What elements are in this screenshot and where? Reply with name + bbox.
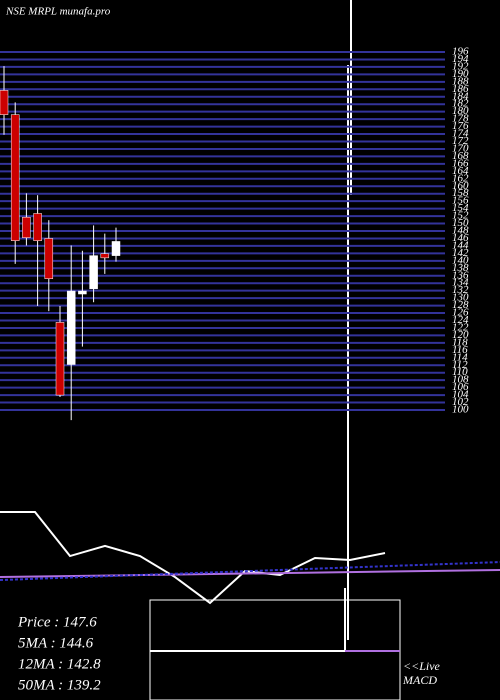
info-text: Price : 147.6 bbox=[17, 614, 97, 630]
chart-title: NSE MRPL munafa.pro bbox=[5, 6, 111, 18]
note-text: MACD bbox=[402, 673, 437, 687]
y-tick-label: 150 bbox=[452, 217, 469, 229]
y-tick-label: 164 bbox=[452, 165, 469, 177]
candle-body bbox=[22, 216, 31, 238]
y-tick-label: 122 bbox=[452, 321, 469, 333]
y-tick-label: 104 bbox=[452, 389, 469, 401]
info-text: 50MA : 139.2 bbox=[18, 677, 101, 693]
y-tick-label: 116 bbox=[452, 344, 468, 356]
candle-body bbox=[78, 290, 87, 295]
y-tick-label: 134 bbox=[452, 277, 469, 289]
y-tick-label: 188 bbox=[452, 75, 469, 87]
y-tick-label: 180 bbox=[452, 105, 469, 117]
candle-body bbox=[111, 241, 121, 256]
y-tick-label: 184 bbox=[452, 90, 469, 102]
y-tick-label: 152 bbox=[452, 210, 469, 222]
indicator-line bbox=[0, 568, 500, 579]
y-tick-label: 142 bbox=[452, 247, 469, 259]
y-tick-label: 112 bbox=[452, 359, 468, 371]
indicator-line bbox=[0, 561, 500, 582]
candle-body bbox=[44, 238, 54, 279]
y-tick-label: 160 bbox=[452, 180, 469, 192]
indicator-line bbox=[0, 511, 386, 605]
y-tick-label: 158 bbox=[452, 187, 469, 199]
y-tick-label: 172 bbox=[452, 135, 469, 147]
y-tick-label: 146 bbox=[452, 232, 469, 244]
y-tick-label: 118 bbox=[452, 336, 468, 348]
y-tick-label: 196 bbox=[452, 46, 469, 58]
y-tick-label: 126 bbox=[452, 307, 469, 319]
y-tick-label: 166 bbox=[452, 157, 469, 169]
y-tick-label: 186 bbox=[452, 83, 469, 95]
y-tick-label: 174 bbox=[452, 128, 469, 140]
y-tick-label: 192 bbox=[452, 60, 469, 72]
y-tick-label: 100 bbox=[452, 404, 469, 416]
y-tick-label: 108 bbox=[452, 374, 469, 386]
y-tick-label: 168 bbox=[452, 150, 469, 162]
candle-body bbox=[55, 322, 65, 396]
y-tick-label: 128 bbox=[452, 299, 469, 311]
y-tick-label: 194 bbox=[452, 53, 469, 65]
indicator-panel: Price : 147.6 5MA : 144.6 12MA : 142.8 50MA… bbox=[0, 511, 500, 693]
y-tick-label: 102 bbox=[452, 396, 469, 408]
y-tick-label: 114 bbox=[452, 351, 468, 363]
y-tick-label: 176 bbox=[452, 120, 469, 132]
candle-body bbox=[33, 213, 42, 241]
y-tick-label: 130 bbox=[452, 292, 469, 304]
candle-body bbox=[0, 90, 9, 115]
note-text: <<Live bbox=[403, 659, 441, 673]
y-tick-label: 190 bbox=[452, 68, 469, 80]
candle-body bbox=[10, 114, 20, 241]
y-tick-label: 144 bbox=[452, 239, 469, 251]
y-tick-label: 148 bbox=[452, 225, 469, 237]
y-tick-label: 124 bbox=[452, 314, 469, 326]
price-panel: 1001021041061081101121141161181201221241… bbox=[0, 46, 469, 421]
y-tick-label: 178 bbox=[452, 113, 469, 125]
y-tick-label: 136 bbox=[452, 269, 469, 281]
y-tick-label: 154 bbox=[452, 202, 469, 214]
y-tick-label: 132 bbox=[452, 284, 469, 296]
y-tick-label: 182 bbox=[452, 98, 469, 110]
y-tick-label: 110 bbox=[452, 366, 468, 378]
candle-body bbox=[89, 255, 98, 290]
y-tick-label: 106 bbox=[452, 381, 469, 393]
y-tick-label: 156 bbox=[452, 195, 469, 207]
candle-body bbox=[100, 253, 110, 259]
y-tick-label: 140 bbox=[452, 254, 469, 266]
candle-body bbox=[66, 290, 76, 365]
info-text: 5MA : 144.6 bbox=[18, 635, 94, 651]
y-tick-label: 120 bbox=[452, 329, 469, 341]
y-tick-label: 170 bbox=[452, 142, 469, 154]
y-tick-label: 138 bbox=[452, 262, 469, 274]
y-tick-label: 162 bbox=[452, 172, 469, 184]
info-text: 12MA : 142.8 bbox=[18, 656, 101, 672]
